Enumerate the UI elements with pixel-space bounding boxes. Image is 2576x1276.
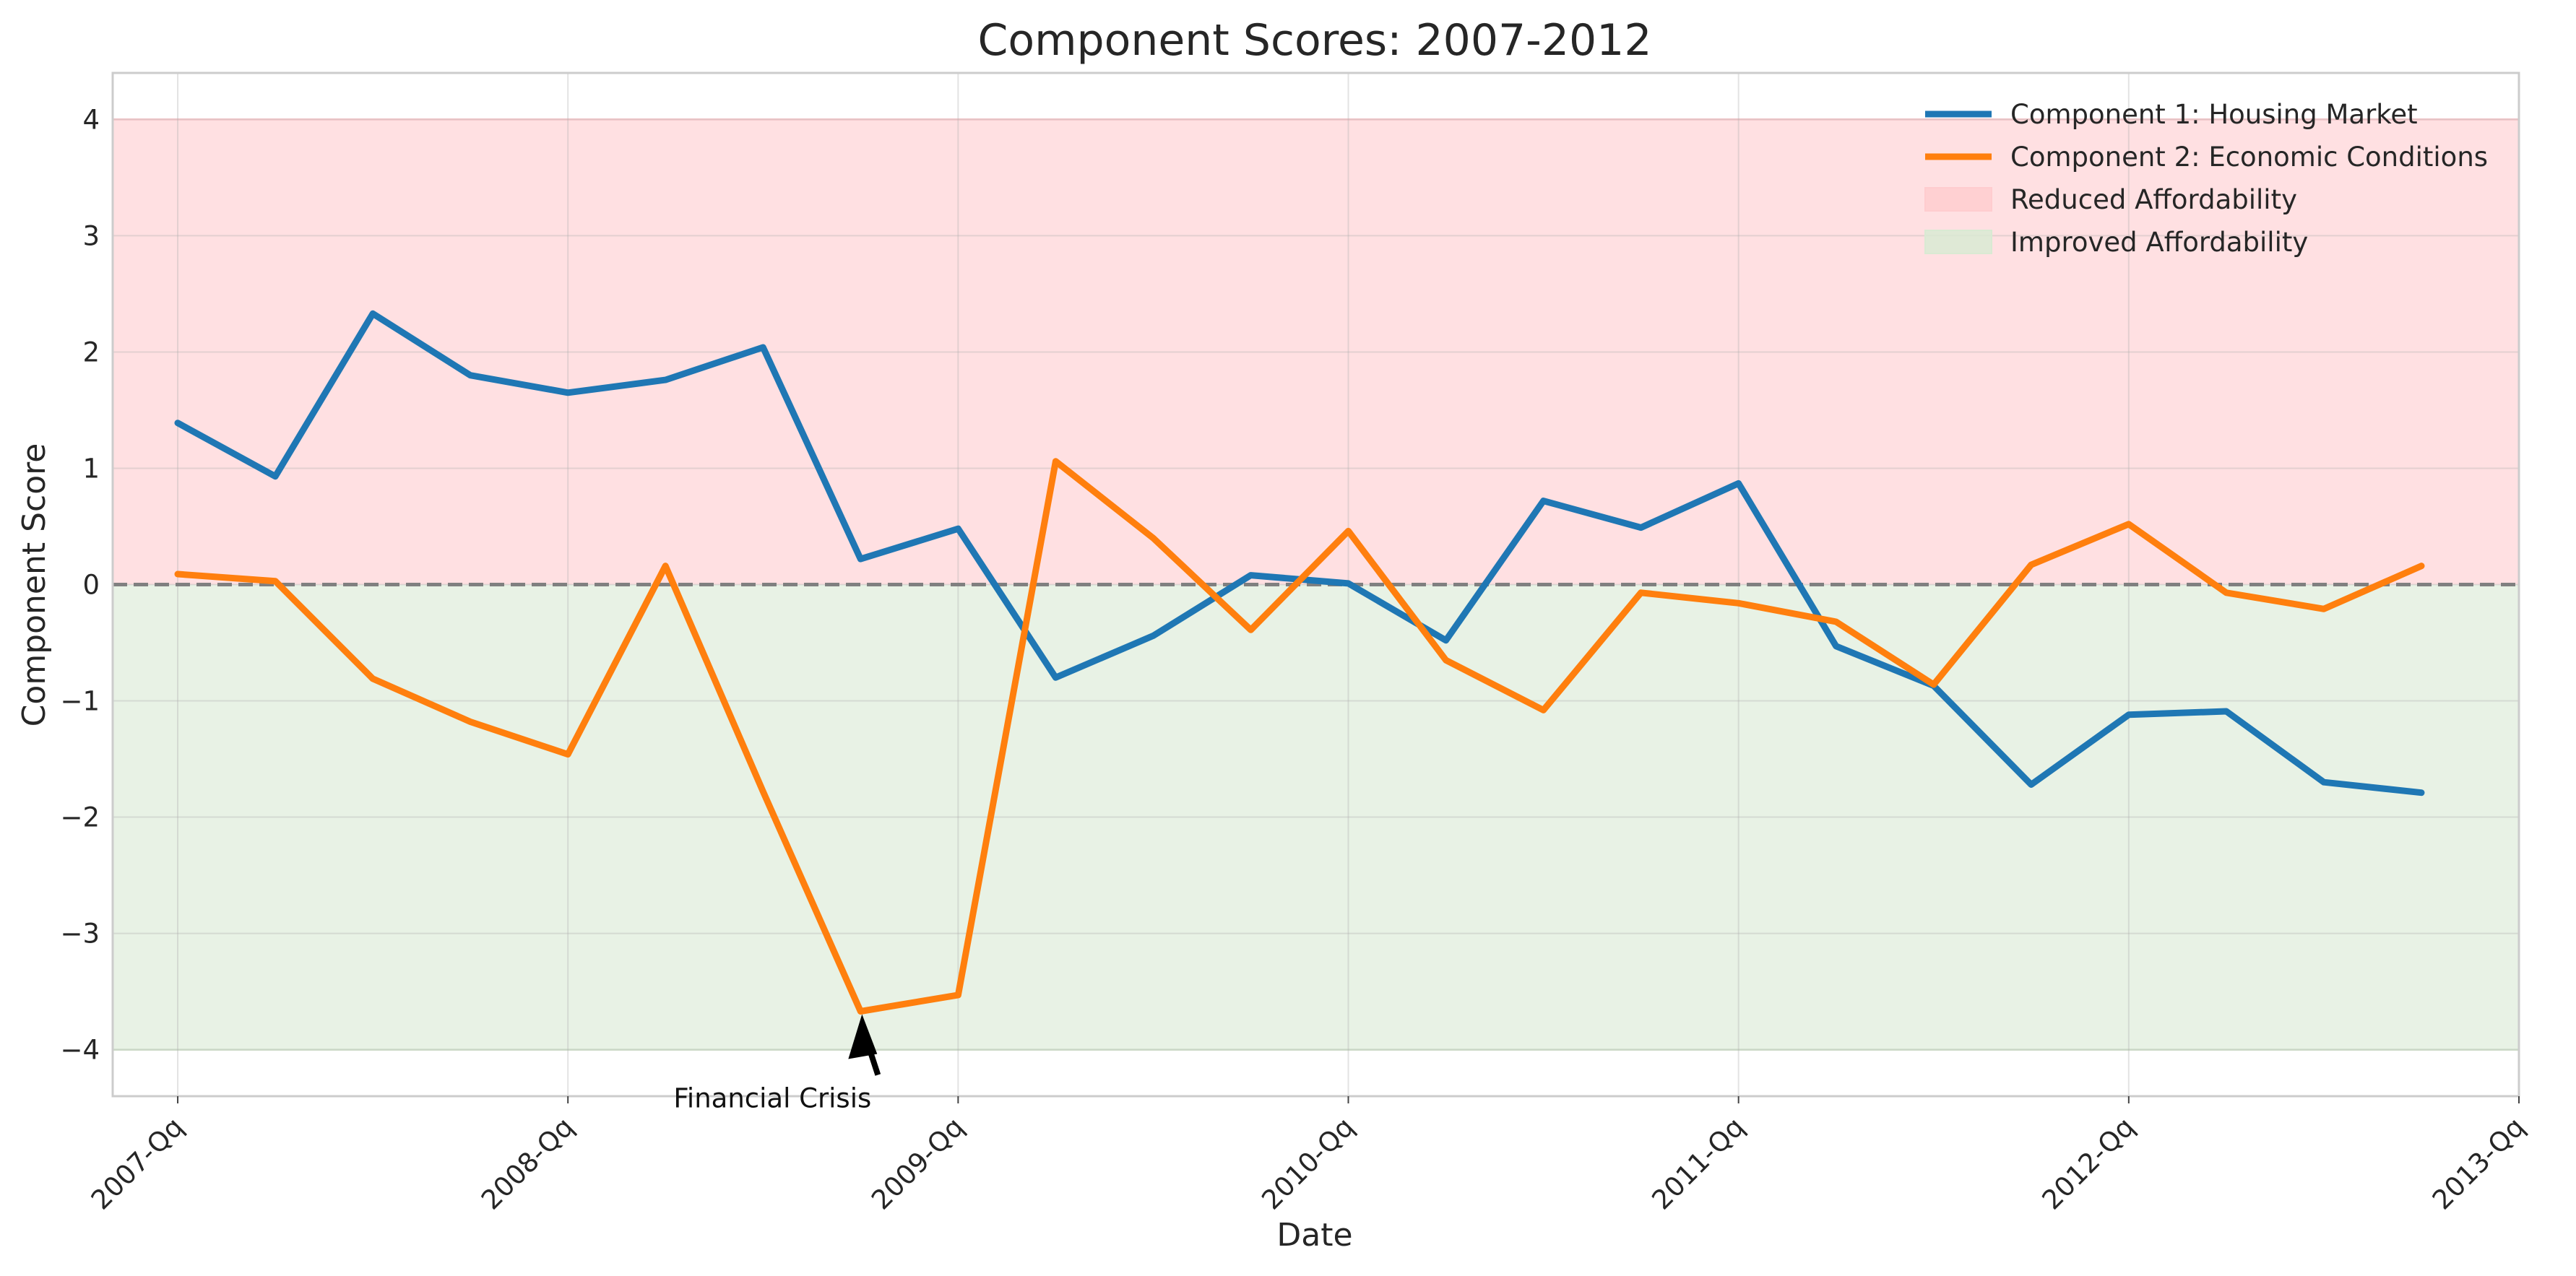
band-1 xyxy=(113,584,2519,1050)
band-0 xyxy=(113,119,2519,585)
series-lines xyxy=(174,310,2425,1015)
y-tick-label-7: 3 xyxy=(82,220,100,251)
y-tick-label-4: 0 xyxy=(82,570,100,601)
financial-crisis-annotation: Financial Crisis xyxy=(673,1014,881,1114)
series-line-1 xyxy=(174,458,2425,1015)
legend-label-band-1: Improved Affordability xyxy=(2010,227,2308,258)
legend-label-series-0: Component 1: Housing Market xyxy=(2010,99,2418,130)
chart-title: Component Scores: 2007-2012 xyxy=(977,15,1651,66)
y-axis-title: Component Score xyxy=(16,443,53,727)
affordability-bands xyxy=(113,118,2519,1051)
x-axis-title: Date xyxy=(1276,1217,1352,1254)
y-tick-label-1: −3 xyxy=(60,919,100,950)
legend-label-series-1: Component 2: Economic Conditions xyxy=(2010,142,2488,173)
y-tick-label-3: −1 xyxy=(60,686,100,717)
legend-swatch-band-0 xyxy=(1924,187,1992,212)
y-tick-label-2: −2 xyxy=(60,802,100,833)
plot-frame xyxy=(111,71,2520,1098)
y-tick-label-5: 1 xyxy=(82,453,100,484)
y-tick-label-8: 4 xyxy=(82,104,100,135)
y-axis-ticks: −4 −3 −2 −1 0 1 2 3 4 xyxy=(60,104,100,1065)
legend: Component 1: Housing Market Component 2: … xyxy=(1924,99,2488,258)
y-tick-label-0: −4 xyxy=(60,1035,100,1066)
y-tick-label-6: 2 xyxy=(82,337,100,368)
legend-swatch-band-1 xyxy=(1924,230,1992,254)
annotation-arrow-head xyxy=(848,1014,878,1059)
legend-label-band-0: Reduced Affordability xyxy=(2010,184,2297,215)
annotation-label: Financial Crisis xyxy=(673,1082,871,1114)
